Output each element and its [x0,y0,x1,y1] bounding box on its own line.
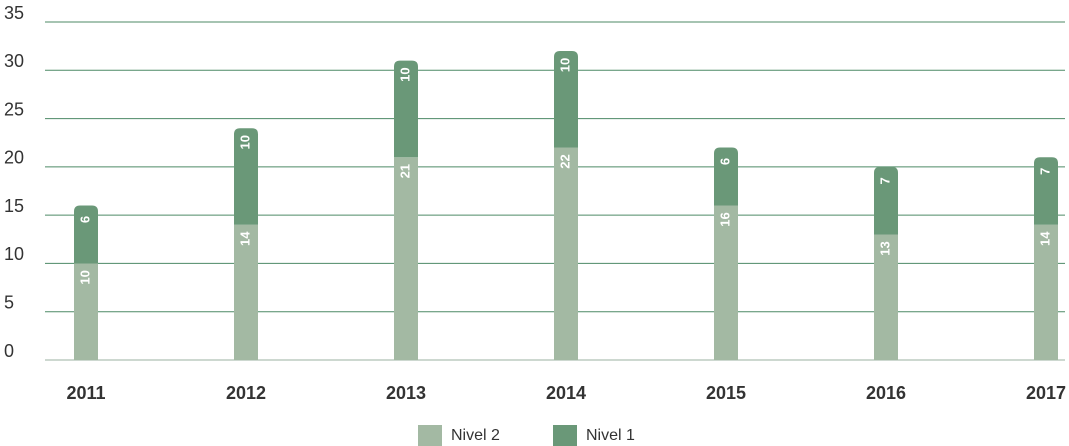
value-label: 7 [1037,168,1052,175]
y-tick-label: 10 [4,244,24,264]
bar-segment [874,234,898,360]
bar-segment [74,263,98,360]
value-label: 22 [557,154,572,168]
x-tick-label: 2013 [386,383,426,403]
y-tick-label: 20 [4,148,24,168]
y-tick-label: 5 [4,292,14,312]
value-label: 6 [77,216,92,223]
value-label: 14 [237,231,252,246]
value-label: 14 [1037,231,1052,246]
value-label: 21 [397,164,412,178]
y-tick-label: 0 [4,341,14,361]
y-tick-label: 15 [4,196,24,216]
legend-label: Nivel 1 [586,427,635,444]
bar-segment [554,147,578,360]
x-tick-label: 2012 [226,383,266,403]
bar-segment [1034,224,1058,360]
y-tick-label: 30 [4,51,24,71]
y-tick-label: 35 [4,3,24,23]
bar-segment [714,205,738,360]
value-label: 10 [397,67,412,81]
value-label: 6 [717,158,732,165]
value-label: 10 [77,270,92,284]
legend-swatch [418,425,442,446]
bar-segment [554,50,578,148]
legend-label: Nivel 2 [451,427,500,444]
value-label: 16 [717,212,732,226]
x-tick-label: 2011 [66,383,105,403]
bar-segment [874,166,898,235]
bar-segment [714,147,738,206]
bar-segment [394,60,418,158]
x-tick-label: 2015 [706,383,746,403]
y-tick-label: 25 [4,99,24,119]
bar-segment [394,157,418,360]
bar-segment [74,205,98,264]
bar-segment [234,128,258,225]
value-label: 10 [237,135,252,149]
x-tick-label: 2017 [1026,383,1066,403]
value-label: 7 [877,177,892,184]
legend-swatch [553,425,577,446]
x-tick-label: 2014 [546,383,586,403]
x-tick-label: 2016 [866,383,906,403]
value-label: 13 [877,241,892,255]
value-label: 10 [557,58,572,72]
bar-segment [234,224,258,360]
bar-segment [1034,157,1058,225]
